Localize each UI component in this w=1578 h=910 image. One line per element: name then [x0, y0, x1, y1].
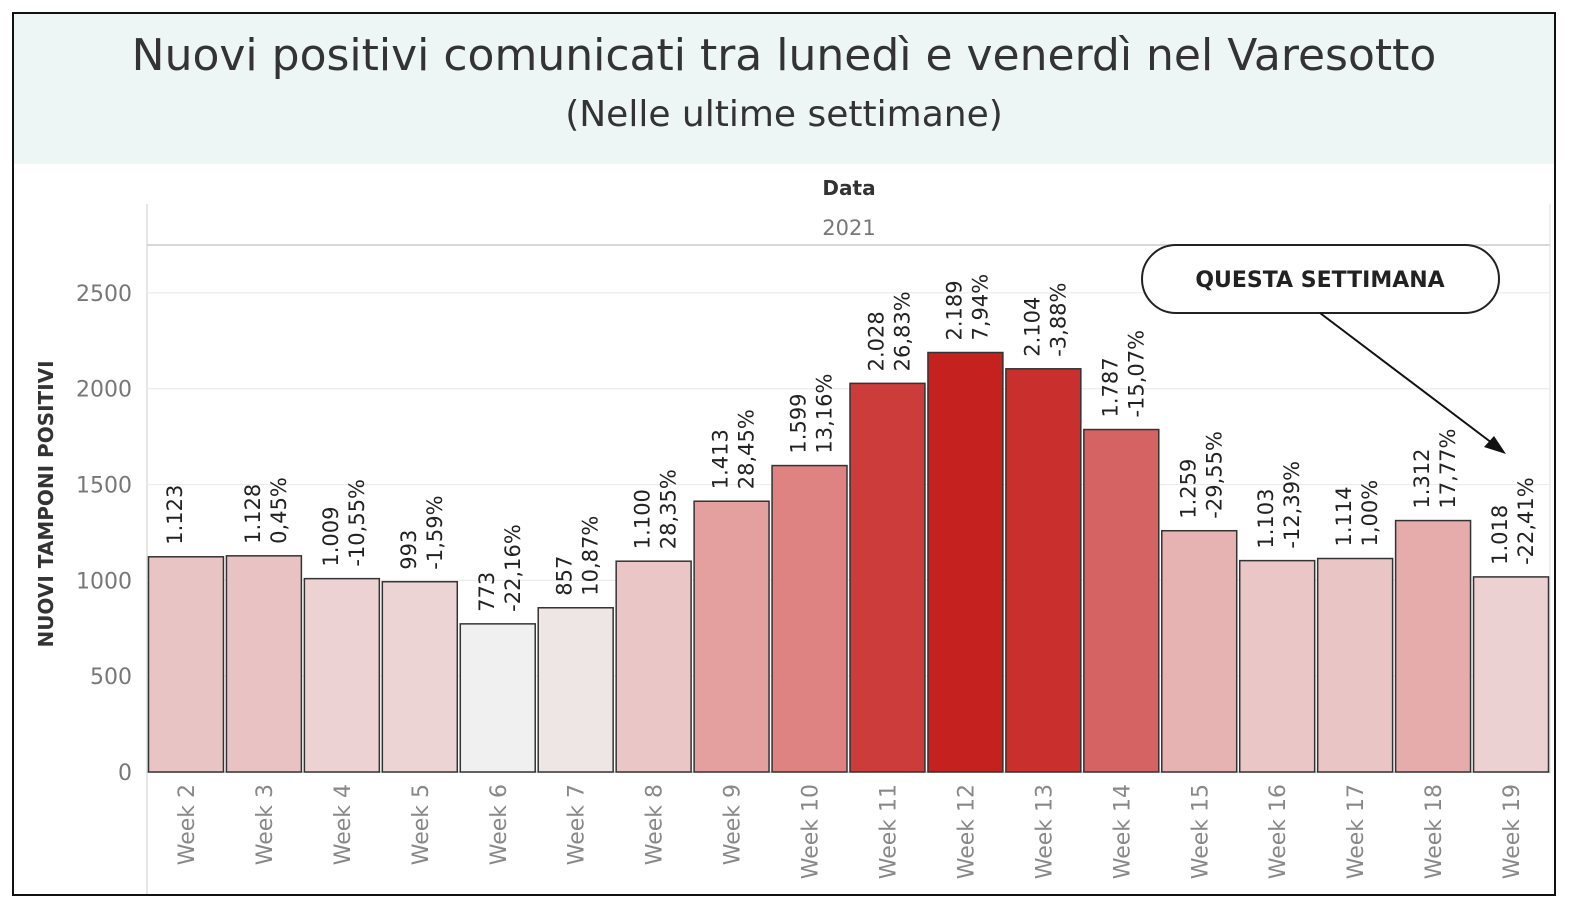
value-label: 1.009 [319, 507, 343, 567]
value-label: 857 [553, 556, 577, 596]
x-tick-label: Week 10 [799, 784, 824, 879]
x-tick-label: Week 3 [253, 784, 278, 865]
callout-arrow-head [1484, 436, 1506, 454]
bar-week-4 [303, 577, 381, 773]
pct-change-label: 26,83% [890, 291, 914, 371]
x-tick-label: Week 17 [1344, 784, 1369, 879]
value-label: 1.100 [631, 489, 655, 549]
x-tick-label: Week 14 [1110, 784, 1135, 879]
value-label: 1.018 [1488, 505, 1512, 565]
bar-week-3 [225, 555, 303, 773]
x-tick-layer: Week 2 Week 3 Week 4 Week 5 Week 6 Week 7 Week… [175, 784, 1525, 879]
x-tick-label: Week 15 [1188, 784, 1213, 879]
y-axis-title: NUOVI TAMPONI POSITIVI [34, 360, 58, 647]
value-label: 1.312 [1410, 448, 1434, 508]
pct-change-label: 28,35% [657, 469, 681, 549]
pct-change-label: -12,39% [1280, 461, 1304, 549]
value-label: 1.413 [709, 429, 733, 489]
value-label: 773 [475, 572, 499, 612]
callout: QUESTA SETTIMANA [1141, 244, 1506, 454]
data-labels-layer: 1.123 1.128 0,45% 1.009 -10,55% 993 -1,59%773-… [163, 274, 1538, 612]
x-tick-label: Week 16 [1266, 784, 1291, 879]
callout-text: QUESTA SETTIMANA [1195, 268, 1444, 293]
pct-change-label: 1,00% [1358, 480, 1382, 547]
x-tick-label: Week 9 [721, 784, 746, 865]
pct-change-label: -22,16% [501, 524, 525, 612]
pct-change-label: 28,45% [735, 409, 759, 489]
bar-week-13 [1005, 368, 1082, 773]
y-tick-label: 0 [118, 761, 132, 786]
year-header: 2021 [822, 216, 875, 240]
bar-week-6 [459, 623, 536, 773]
chart-subtitle: (Nelle ultime settimane) [565, 94, 1003, 135]
bar-week-10 [771, 464, 848, 773]
callout-arrow-line [1319, 312, 1493, 444]
bar-week-5 [381, 580, 459, 773]
bar-week-7 [537, 607, 614, 773]
y-tick-label: 1000 [76, 569, 132, 594]
value-label: 1.123 [163, 485, 187, 545]
x-tick-label: Week 12 [954, 784, 979, 879]
bars-layer [147, 351, 1550, 773]
pct-change-label: 7,94% [968, 274, 992, 341]
value-label: 1.128 [241, 484, 265, 544]
x-tick-label: Week 6 [487, 784, 512, 865]
bar-week-15 [1161, 529, 1238, 773]
value-label: 1.787 [1098, 357, 1122, 417]
value-label: 2.028 [864, 311, 888, 371]
x-tick-label: Week 18 [1422, 784, 1447, 879]
value-label: 1.103 [1254, 489, 1278, 549]
x-tick-label: Week 13 [1032, 784, 1057, 879]
bar-week-17 [1316, 557, 1394, 773]
x-tick-label: Week 11 [876, 784, 901, 879]
value-label: 2.189 [942, 280, 966, 340]
bar-week-12 [927, 351, 1004, 773]
pct-change-label: -15,07% [1124, 330, 1148, 418]
chart-frame: Nuovi positivi comunicati tra lunedì e v… [12, 12, 1556, 896]
value-label: 1.599 [787, 393, 811, 453]
pct-change-label: -1,59% [423, 495, 447, 569]
x-tick-label: Week 19 [1500, 784, 1525, 879]
x-tick-label: Week 2 [175, 784, 200, 865]
bar-week-14 [1083, 428, 1160, 773]
bar-week-9 [693, 500, 770, 773]
chart-title: Nuovi positivi comunicati tra lunedì e v… [131, 30, 1437, 81]
bar-week-11 [849, 382, 926, 773]
y-tick-label: 500 [90, 665, 132, 690]
value-label: 1.259 [1176, 459, 1200, 519]
bar-week-19 [1472, 576, 1550, 773]
x-tick-label: Week 5 [409, 784, 434, 865]
y-tick-label: 2500 [76, 282, 132, 307]
pct-change-label: 17,77% [1436, 428, 1460, 508]
pct-change-label: 0,45% [267, 477, 291, 544]
x-tick-label: Week 7 [565, 784, 590, 865]
pct-change-label: 13,16% [813, 373, 837, 453]
value-label: 2.104 [1020, 297, 1044, 357]
pct-change-label: -22,41% [1514, 477, 1538, 565]
bar-week-2 [147, 556, 225, 773]
x-tick-label: Week 4 [331, 784, 356, 865]
x-tick-label: Week 8 [643, 784, 668, 865]
bar-week-18 [1394, 519, 1472, 773]
value-label: 1.114 [1332, 486, 1356, 546]
bar-week-16 [1238, 559, 1316, 773]
bar-week-8 [615, 560, 692, 773]
value-label: 993 [397, 530, 421, 570]
column-header: Data [822, 176, 875, 200]
pct-change-label: 10,87% [579, 516, 603, 596]
bar-chart: Data 2021 NUOVI TAMPONI POSITIVI 0 500 100… [34, 176, 1551, 894]
pct-change-label: -29,55% [1202, 431, 1226, 519]
title-band: Nuovi positivi comunicati tra lunedì e v… [14, 14, 1554, 164]
y-tick-label: 1500 [76, 474, 132, 499]
pct-change-label: -10,55% [345, 479, 369, 567]
pct-change-label: -3,88% [1046, 283, 1070, 357]
y-tick-label: 2000 [76, 378, 132, 403]
